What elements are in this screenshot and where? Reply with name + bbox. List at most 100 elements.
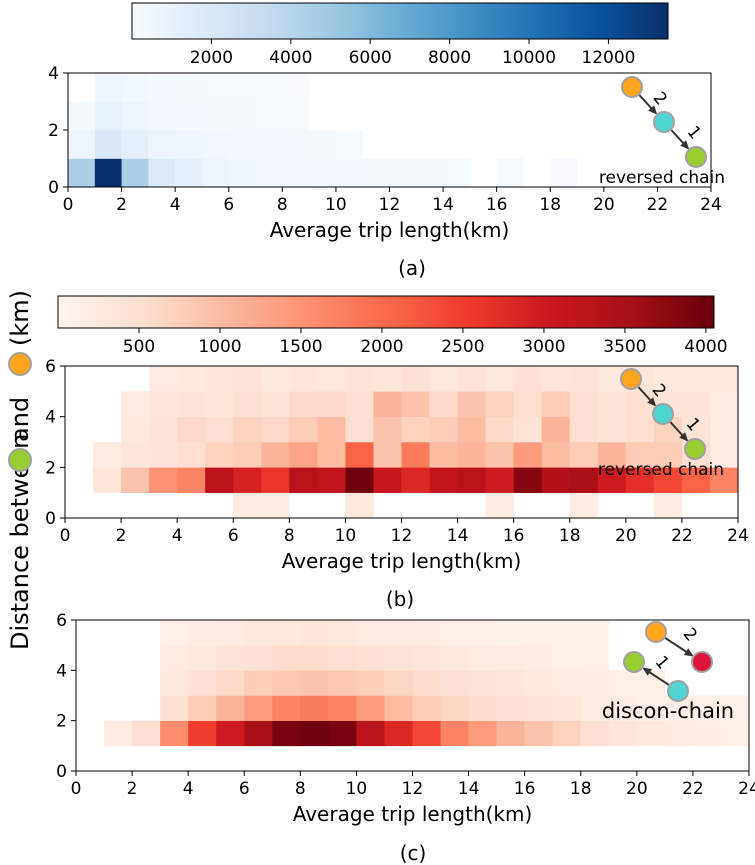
heatmap-cell bbox=[177, 467, 206, 493]
x-tick-label: 16 bbox=[486, 195, 508, 215]
x-tick-label: 22 bbox=[682, 779, 704, 799]
heatmap-cell bbox=[636, 695, 666, 721]
y-label-middle: and bbox=[6, 397, 34, 442]
heatmap-cell bbox=[524, 620, 554, 646]
heatmap-cell bbox=[597, 416, 627, 443]
panel-a-label: (a) bbox=[398, 256, 426, 280]
heatmap-cell bbox=[569, 467, 599, 493]
heatmap-cell bbox=[597, 391, 627, 417]
heatmap-cell bbox=[255, 158, 283, 188]
heatmap-cell bbox=[244, 720, 273, 747]
heatmap-cell bbox=[569, 366, 599, 392]
heatmap-cell bbox=[205, 467, 234, 493]
heatmap-cell bbox=[149, 416, 178, 443]
x-tick-label: 18 bbox=[559, 526, 581, 546]
y-tick-label: 2 bbox=[56, 712, 67, 732]
heatmap-cell bbox=[335, 158, 364, 188]
heatmap-cell bbox=[569, 391, 599, 417]
x-tick-label: 18 bbox=[539, 195, 561, 215]
heatmap-cell bbox=[468, 645, 497, 671]
heatmap-cell bbox=[160, 620, 189, 646]
x-tick-label: 12 bbox=[379, 195, 401, 215]
heatmap-cell bbox=[289, 442, 318, 468]
colorbar-b-gradient bbox=[57, 295, 715, 329]
heatmap-cell bbox=[597, 467, 627, 493]
heatmap-cell bbox=[177, 442, 206, 468]
motif-edge-2-head bbox=[683, 648, 694, 657]
heatmap-cell bbox=[216, 720, 245, 747]
heatmap-cell bbox=[282, 101, 310, 131]
x-tick-label: 2 bbox=[116, 526, 127, 546]
motif-edge-label: 1 bbox=[651, 652, 673, 673]
heatmap-cell bbox=[68, 130, 96, 159]
heatmap-cell bbox=[188, 720, 217, 747]
heatmap-cell bbox=[177, 416, 206, 443]
heatmap-cell bbox=[709, 416, 739, 443]
heatmap-cell bbox=[443, 158, 471, 188]
heatmap-cell bbox=[552, 670, 582, 696]
heatmap-cell bbox=[440, 720, 469, 747]
heatmap-cell bbox=[233, 366, 262, 392]
heatmap-cell bbox=[328, 670, 357, 696]
heatmap-cell bbox=[228, 158, 256, 188]
heatmap-cell bbox=[485, 416, 514, 443]
heatmap-cell bbox=[272, 720, 301, 747]
heatmap-cell bbox=[356, 720, 385, 747]
heatmap-cell bbox=[148, 73, 176, 102]
heatmap-cell bbox=[317, 416, 346, 443]
y-tick-label: 0 bbox=[56, 762, 67, 782]
x-tick-label: 4 bbox=[172, 526, 183, 546]
colorbar-b: 500 1000 1500 2000 2500 3000 3500 4000 bbox=[57, 295, 728, 357]
heatmap-cell bbox=[384, 670, 413, 696]
x-tick-label: 14 bbox=[447, 526, 469, 546]
heatmap-cell bbox=[160, 720, 189, 747]
heatmap-cell bbox=[608, 670, 638, 696]
colorbar-a-ticks: 2000 4000 6000 8000 10000 12000 bbox=[190, 39, 635, 68]
heatmap-cell bbox=[552, 645, 582, 671]
heatmap-cell bbox=[440, 645, 469, 671]
x-tick-label: 22 bbox=[647, 195, 669, 215]
heatmap-cell bbox=[317, 366, 346, 392]
x-tick-label: 14 bbox=[458, 779, 480, 799]
heatmap-cell bbox=[216, 670, 245, 696]
cyan-node-icon bbox=[653, 111, 675, 133]
heatmap-cell bbox=[541, 416, 571, 443]
heatmap-cell bbox=[121, 391, 150, 417]
heatmap-cell bbox=[580, 695, 610, 721]
heatmap-cell bbox=[681, 391, 711, 417]
y-tick-label: 6 bbox=[56, 611, 67, 631]
heatmap-cell bbox=[356, 645, 385, 671]
green-node-icon bbox=[685, 146, 707, 168]
heatmap-cell bbox=[121, 130, 149, 159]
heatmap-cell bbox=[412, 695, 441, 721]
heatmap-cell bbox=[188, 620, 217, 646]
x-tick-label: 2 bbox=[127, 779, 138, 799]
heatmap-cell bbox=[272, 645, 301, 671]
colorbar-tick-label: 3500 bbox=[603, 337, 646, 357]
heatmap-cell bbox=[228, 73, 256, 102]
red-node-icon bbox=[691, 651, 713, 673]
x-tick-label: 6 bbox=[239, 779, 250, 799]
heatmap-cell bbox=[205, 442, 234, 468]
heatmap-cell bbox=[709, 391, 739, 417]
heatmap-cell bbox=[496, 158, 524, 188]
heatmap-cell bbox=[289, 366, 318, 392]
heatmap-cell bbox=[244, 645, 273, 671]
heatmap-cell bbox=[255, 101, 283, 131]
heatmap-cell bbox=[384, 620, 413, 646]
heatmap-cell bbox=[345, 442, 374, 468]
x-tick-label: 10 bbox=[346, 779, 368, 799]
colorbar-tick-label: 2500 bbox=[441, 337, 484, 357]
heatmap-cell bbox=[625, 442, 655, 468]
x-tick-label: 16 bbox=[503, 526, 525, 546]
heatmap-cell bbox=[496, 645, 525, 671]
x-axis-label: Average trip length(km) bbox=[270, 218, 510, 242]
heatmap-cell bbox=[261, 467, 290, 493]
y-label-suffix: (km) bbox=[6, 290, 34, 346]
heatmap-cell bbox=[653, 467, 683, 493]
heatmap-cell bbox=[148, 130, 176, 159]
x-tick-label: 10 bbox=[325, 195, 347, 215]
heatmap-cell bbox=[205, 366, 234, 392]
heatmap-cell bbox=[94, 158, 122, 188]
colorbar-a-gradient bbox=[131, 2, 669, 40]
